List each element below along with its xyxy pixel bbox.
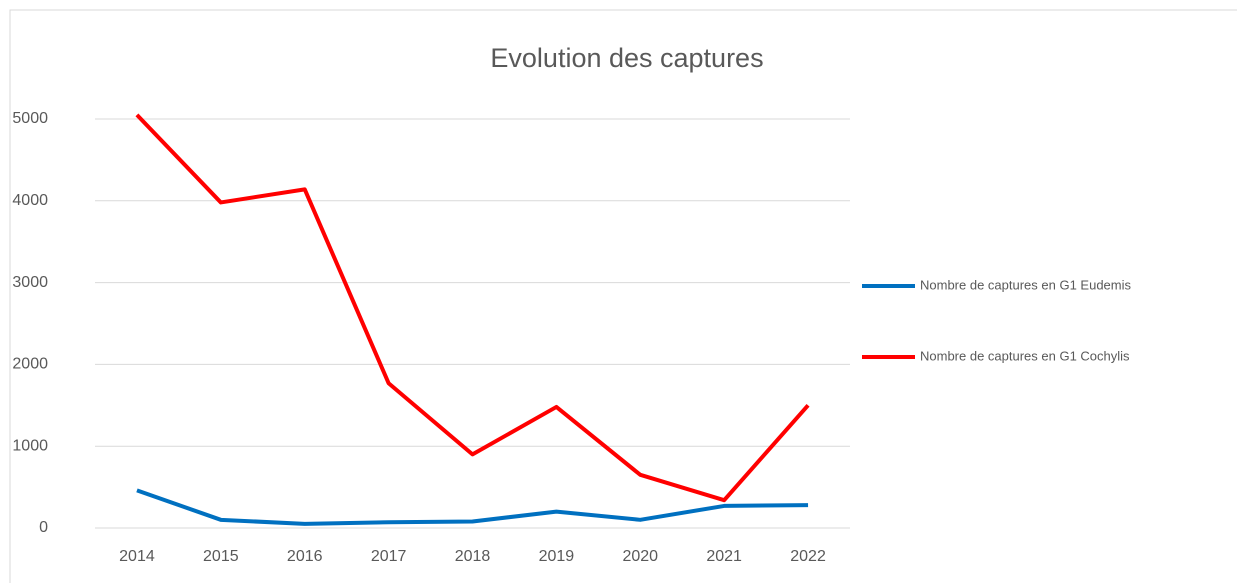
y-tick-label: 5000 xyxy=(12,110,48,127)
y-tick-label: 4000 xyxy=(12,192,48,209)
y-tick-label: 3000 xyxy=(12,274,48,291)
x-tick-label: 2022 xyxy=(790,548,826,565)
series-line xyxy=(136,488,809,526)
legend-label: Nombre de captures en G1 Eudemis xyxy=(920,277,1131,292)
x-tick-label: 2014 xyxy=(119,548,155,565)
chart-title: Evolution des captures xyxy=(490,43,763,73)
chart-frame xyxy=(9,9,1237,583)
series-line xyxy=(135,113,810,503)
x-tick-label: 2017 xyxy=(371,548,407,565)
x-tick-label: 2021 xyxy=(706,548,742,565)
y-tick-label: 0 xyxy=(39,519,48,536)
y-tick-label: 2000 xyxy=(12,356,48,373)
x-tick-label: 2020 xyxy=(622,548,658,565)
y-tick-label: 1000 xyxy=(12,437,48,454)
x-tick-label: 2015 xyxy=(203,548,239,565)
x-tick-label: 2018 xyxy=(455,548,491,565)
legend-label: Nombre de captures en G1 Cochylis xyxy=(920,348,1130,363)
x-tick-label: 2016 xyxy=(287,548,323,565)
x-tick-label: 2019 xyxy=(539,548,575,565)
